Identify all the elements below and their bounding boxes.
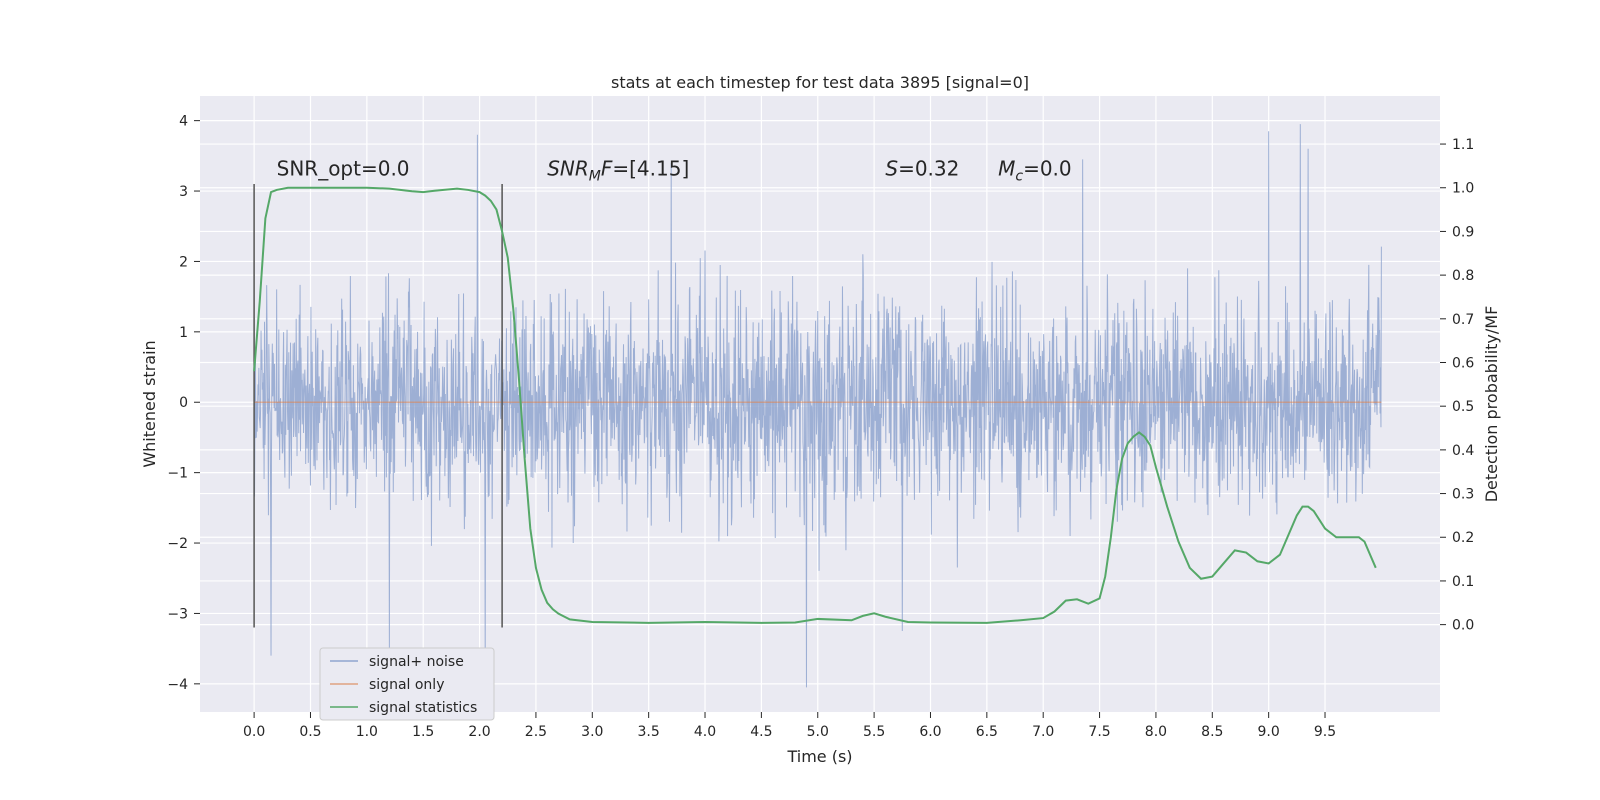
- y-axis-right-label: Detection probability/MF: [1482, 306, 1501, 503]
- y-left-tick-label-2: 2: [179, 254, 188, 270]
- annotations: SNR_opt=0.0 SNRMF=[4.15] S=0.32 Mc=0.0: [277, 157, 1072, 185]
- y-right-tick-label-6: 0.5: [1452, 399, 1474, 415]
- series-signal-statistics: [253, 186, 1377, 624]
- x-tick-label-1: 0.5: [299, 724, 321, 740]
- y-left-tick-label-6: −2: [167, 536, 188, 552]
- y-right-tick-label-7: 0.4: [1452, 443, 1474, 459]
- series-signal-noise: [253, 124, 1382, 688]
- y-right-tick-label-10: 0.1: [1452, 574, 1474, 590]
- x-tick-label-18: 9.0: [1258, 724, 1280, 740]
- x-tick-label-6: 3.0: [581, 724, 603, 740]
- x-tick-label-8: 4.0: [694, 724, 716, 740]
- signal-statistics-line: [253, 186, 1377, 624]
- legend-entry-signal-noise: signal+ noise: [369, 654, 464, 670]
- x-tick-label-12: 6.0: [919, 724, 941, 740]
- y-left-tick-label-0: 4: [179, 114, 188, 130]
- annotation-snr-mf: SNRMF=[4.15]: [547, 157, 689, 185]
- x-tick-label-7: 3.5: [638, 724, 660, 740]
- x-tick-label-14: 7.0: [1032, 724, 1054, 740]
- x-tick-label-16: 8.0: [1145, 724, 1167, 740]
- y-axis-left-label: Whitened strain: [140, 340, 159, 467]
- x-tick-label-9: 4.5: [750, 724, 772, 740]
- x-tick-label-13: 6.5: [976, 724, 998, 740]
- y-left-tick-label-7: −3: [167, 606, 188, 622]
- x-tick-label-0: 0.0: [243, 724, 265, 740]
- annotation-snr-opt: SNR_opt=0.0: [277, 157, 410, 181]
- legend-entry-signal-statistics: signal statistics: [369, 700, 477, 716]
- y-axis-left-ticks: 4 3 2 1 0 −1 −2 −3 −4: [167, 114, 200, 693]
- y-right-tick-label-8: 0.3: [1452, 487, 1474, 503]
- x-axis-ticks: 0.0 0.5 1.0 1.5 2.0 2.5 3.0 3.5 4.0 4.5 5.0 5.5 6.0 6…: [243, 712, 1336, 740]
- x-axis-label: Time (s): [786, 747, 852, 766]
- y-right-tick-label-9: 0.2: [1452, 530, 1474, 546]
- x-tick-label-10: 5.0: [807, 724, 829, 740]
- chart-title: stats at each timestep for test data 389…: [611, 73, 1029, 92]
- legend-box: [319, 647, 495, 721]
- y-left-tick-label-1: 3: [179, 184, 188, 200]
- annotation-s-val: S=0.32: [885, 157, 959, 181]
- y-left-tick-label-8: −4: [167, 677, 188, 693]
- x-tick-label-5: 2.5: [525, 724, 547, 740]
- x-tick-label-11: 5.5: [863, 724, 885, 740]
- y-right-tick-label-4: 0.7: [1452, 312, 1474, 328]
- y-left-tick-label-4: 0: [179, 395, 188, 411]
- x-tick-label-17: 8.5: [1201, 724, 1223, 740]
- y-axis-right-ticks: 1.1 1.0 0.9 0.8 0.7 0.6 0.5 0.4 0.3 0.2 0.1 0.0: [1440, 137, 1474, 634]
- x-tick-label-19: 9.5: [1314, 724, 1336, 740]
- y-left-tick-label-5: −1: [167, 466, 188, 482]
- y-right-tick-label-3: 0.8: [1452, 268, 1474, 284]
- annotation-mc-val: Mc=0.0: [998, 157, 1072, 185]
- legend-entry-signal-only: signal only: [369, 677, 444, 693]
- y-left-tick-label-3: 1: [179, 325, 188, 341]
- y-right-tick-label-0: 1.1: [1452, 137, 1474, 153]
- vertical-markers: [253, 184, 503, 628]
- y-right-tick-label-5: 0.6: [1452, 355, 1474, 371]
- x-tick-label-4: 2.0: [468, 724, 490, 740]
- y-right-tick-label-11: 0.0: [1452, 618, 1474, 634]
- x-tick-label-3: 1.5: [412, 724, 434, 740]
- x-tick-label-15: 7.5: [1088, 724, 1110, 740]
- x-tick-label-2: 1.0: [356, 724, 378, 740]
- legend: signal+ noise signal only signal statist…: [319, 647, 495, 721]
- y-right-tick-label-2: 0.9: [1452, 224, 1474, 240]
- noise-line: [253, 124, 1382, 688]
- y-right-tick-label-1: 1.0: [1452, 181, 1474, 197]
